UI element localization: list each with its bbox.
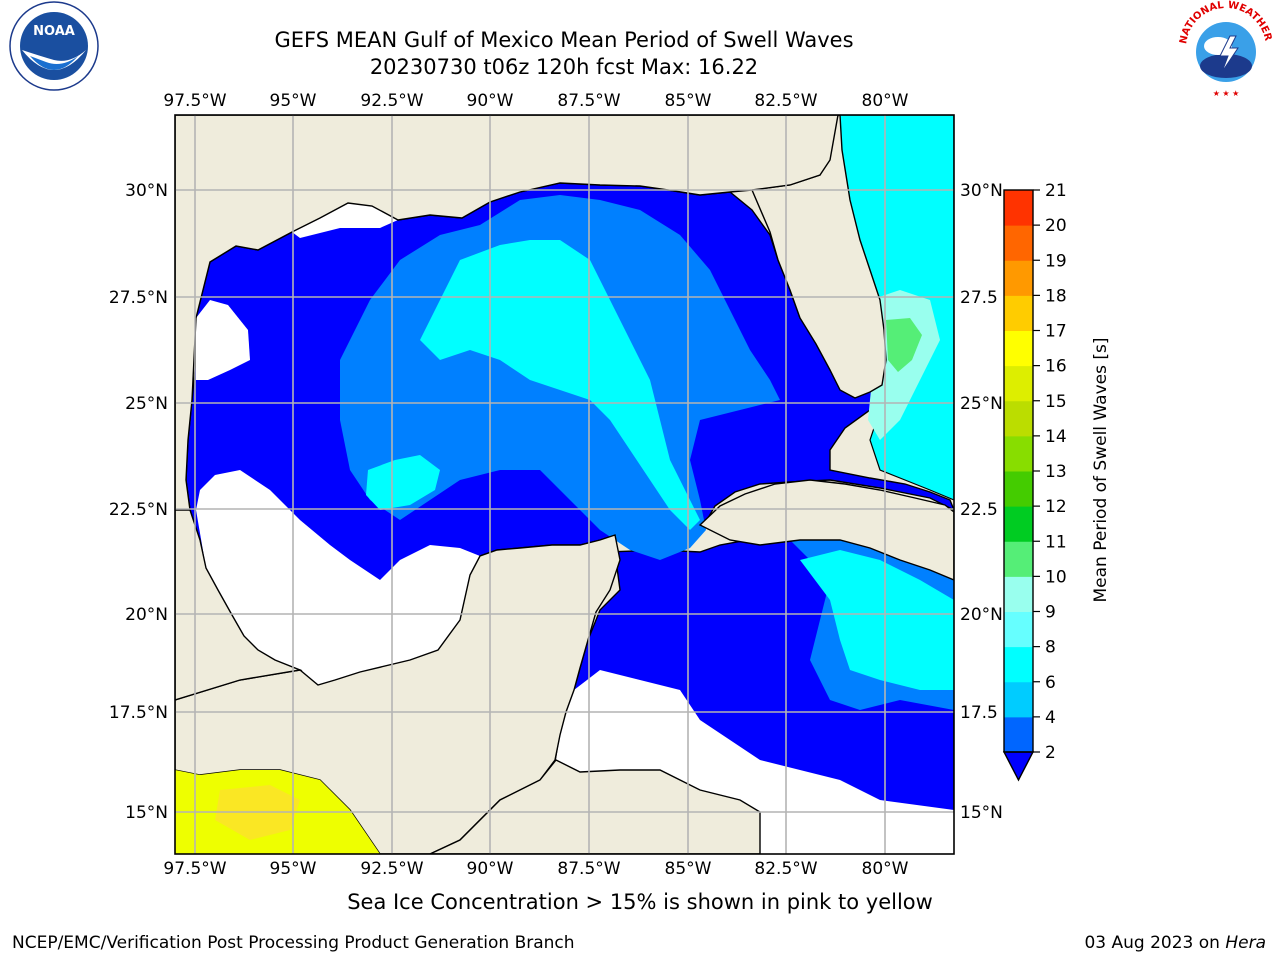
- colorbar-tick-label: 11: [1045, 532, 1067, 552]
- lat-label: 20°N: [125, 605, 168, 625]
- footer-date-text: 03 Aug 2023 on: [1084, 933, 1226, 953]
- map-frame: [174, 114, 955, 855]
- footer-credit: NCEP/EMC/Verification Post Processing Pr…: [12, 933, 575, 953]
- lon-label: 82.5°W: [754, 859, 817, 879]
- colorbar-tick-label: 8: [1045, 638, 1056, 658]
- top-lon-labels: 97.5°W 95°W 92.5°W 90°W 87.5°W 85°W 82.5…: [163, 91, 908, 111]
- lon-label: 87.5°W: [557, 91, 620, 111]
- lat-label: 22.5°N: [109, 500, 168, 520]
- colorbar-tick-label: 12: [1045, 497, 1067, 517]
- colorbar-band: [1004, 541, 1033, 577]
- ice-caption: Sea Ice Concentration > 15% is shown in …: [347, 890, 933, 914]
- colorbar-band: [1004, 225, 1033, 261]
- colorbar-band: [1004, 260, 1033, 296]
- noaa-logo-text: NOAA: [33, 24, 75, 39]
- chart-title: GEFS MEAN Gulf of Mexico Mean Period of …: [274, 28, 854, 52]
- lon-label: 95°W: [270, 91, 317, 111]
- lat-label: 27.5: [960, 288, 998, 308]
- colorbar-band: [1004, 611, 1033, 648]
- colorbar-label: Mean Period of Swell Waves [s]: [1091, 338, 1111, 603]
- lon-label: 90°W: [467, 91, 514, 111]
- lat-label: 15°N: [125, 803, 168, 823]
- footer-host: Hera: [1225, 933, 1266, 953]
- colorbar-band: [1004, 330, 1033, 367]
- colorbar-tick-label: 9: [1045, 603, 1056, 623]
- yucatan-shelf-white: [556, 670, 954, 854]
- colorbar-tick-label: 20: [1045, 216, 1067, 236]
- colorbar-band: [1004, 435, 1033, 472]
- lat-label: 30°N: [960, 181, 1003, 201]
- lat-label: 17.5: [960, 703, 998, 723]
- lat-label: 17.5°N: [109, 703, 168, 723]
- lon-label: 85°W: [665, 91, 712, 111]
- colorbar-band: [1004, 506, 1033, 542]
- caribbean-swell-4-6s: [800, 550, 954, 690]
- colorbar-tick-label: 4: [1045, 708, 1056, 728]
- lat-label: 30°N: [125, 181, 168, 201]
- colorbar-tick-label: 6: [1045, 673, 1056, 693]
- colorbar-band: [1004, 716, 1033, 753]
- western-shelf-white: [196, 300, 250, 380]
- lon-label: 90°W: [467, 859, 514, 879]
- colorbar-tick-label: 21: [1045, 181, 1067, 201]
- colorbar-band: [1004, 681, 1033, 718]
- lat-label: 25°N: [125, 394, 168, 414]
- colorbar-band: [1004, 471, 1033, 507]
- lon-label: 80°W: [862, 859, 909, 879]
- atlantic-swell-9-11s: [886, 318, 922, 372]
- colorbar-band: [1004, 190, 1033, 226]
- colorbar-tick-label: 18: [1045, 286, 1067, 306]
- colorbar-band: [1004, 295, 1033, 331]
- lat-label: 22.5: [960, 500, 998, 520]
- noaa-logo: NOAA: [9, 1, 99, 91]
- lon-label: 92.5°W: [360, 91, 423, 111]
- chart-subtitle: 20230730 t06z 120h fcst Max: 16.22: [369, 55, 759, 79]
- colorbar-tick-label: 14: [1045, 427, 1067, 447]
- footer-date: 03 Aug 2023 on Hera: [1084, 933, 1266, 953]
- gulf-swell-patch: [366, 455, 440, 510]
- mexico-west-coast: [175, 509, 303, 701]
- northern-shelf-white: [292, 203, 398, 238]
- svg-text:★ ★ ★: ★ ★ ★: [1213, 89, 1240, 98]
- bottom-lon-labels: 97.5°W 95°W 92.5°W 90°W 87.5°W 85°W 82.5…: [163, 859, 908, 879]
- lat-label: 15°N: [960, 803, 1003, 823]
- lon-label: 92.5°W: [360, 859, 423, 879]
- lon-label: 80°W: [862, 91, 909, 111]
- lon-label: 87.5°W: [557, 859, 620, 879]
- left-lat-labels: 30°N 27.5°N 25°N 22.5°N 20°N 17.5°N 15°N: [109, 181, 168, 823]
- colorbar-tick-label: 13: [1045, 462, 1067, 482]
- colorbar-tick-label: 17: [1045, 322, 1067, 342]
- colorbar-band: [1004, 365, 1033, 402]
- colorbar-tick-label: 15: [1045, 392, 1067, 412]
- shelf-no-data: [196, 470, 480, 685]
- cuba-island: [698, 479, 954, 581]
- colorbar-band: [1004, 646, 1033, 683]
- nws-logo: NATIONAL WEATHER SERVICE ★ ★ ★: [1172, 0, 1274, 98]
- lon-label: 95°W: [270, 859, 317, 879]
- lat-label: 25°N: [960, 394, 1003, 414]
- colorbar-tick-label: 2: [1045, 743, 1056, 763]
- colorbar-band: [1004, 576, 1033, 612]
- lat-label: 20°N: [960, 605, 1003, 625]
- colorbar-band: [1004, 400, 1033, 437]
- colorbar-tick-label: 16: [1045, 357, 1067, 377]
- lat-label: 27.5°N: [109, 288, 168, 308]
- colorbar-tick-label: 10: [1045, 567, 1067, 587]
- right-lat-labels: 30°N 27.5 25°N 22.5 20°N 17.5 15°N: [960, 181, 1003, 823]
- lon-label: 97.5°W: [163, 859, 226, 879]
- colorbar-tick-label: 19: [1045, 251, 1067, 271]
- lon-label: 82.5°W: [754, 91, 817, 111]
- lon-label: 85°W: [665, 859, 712, 879]
- colorbar-extend-triangle: [1002, 751, 1035, 782]
- lon-label: 97.5°W: [163, 91, 226, 111]
- map-plot-area: [175, 115, 954, 854]
- graticule: [175, 115, 954, 854]
- colorbar: 2 4 6 8 9 10 11 12 13 14 15 16 17 18 19 20 21: [1002, 181, 1067, 782]
